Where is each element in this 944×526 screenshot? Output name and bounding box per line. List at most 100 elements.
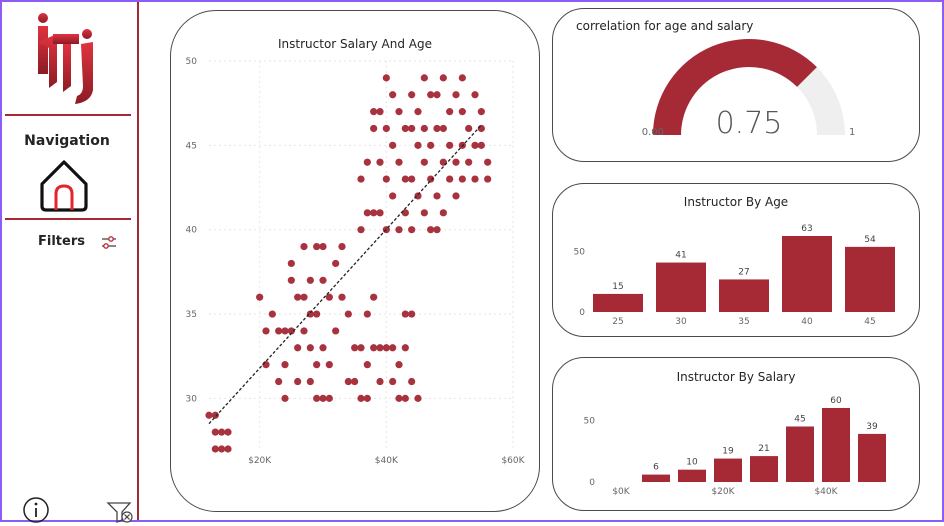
x-tick-label: 35 <box>738 317 749 327</box>
scatter-point <box>376 158 384 166</box>
scatter-point <box>414 141 422 149</box>
navigation-title: Navigation <box>24 133 110 149</box>
scatter-point <box>484 175 492 183</box>
data-label: 27 <box>738 267 749 277</box>
scatter-point <box>363 209 371 217</box>
scatter-point <box>370 344 378 352</box>
x-tick-label: 40 <box>801 317 813 327</box>
sidebar: Navigation Filters <box>2 2 139 523</box>
scatter-point <box>420 124 428 133</box>
bar <box>822 408 850 482</box>
bar <box>714 458 742 482</box>
salary-card[interactable]: Instructor By Salary 0 50 6 10 19 21 45 60 39 $0K… <box>552 357 920 511</box>
scatter-point <box>389 377 397 386</box>
y-tick-label: 30 <box>186 394 198 404</box>
scatter-point <box>306 276 314 284</box>
scatter-point <box>382 344 390 352</box>
scatter-point <box>401 209 409 217</box>
scatter-point <box>414 108 422 116</box>
data-label: 63 <box>801 224 812 234</box>
scatter-point <box>433 192 441 200</box>
scatter-point <box>389 141 397 149</box>
scatter-point <box>427 141 435 149</box>
x-tick-label: $60K <box>501 456 525 466</box>
divider-top <box>5 114 131 116</box>
y-tick-label: 50 <box>584 416 596 426</box>
bar <box>656 262 706 312</box>
scatter-point <box>294 293 302 301</box>
divider-bottom <box>5 218 131 220</box>
scatter-point <box>414 394 422 402</box>
scatter-point <box>205 411 213 419</box>
scatter-point <box>439 74 447 82</box>
scatter-point <box>408 226 416 234</box>
scatter-point <box>389 344 397 352</box>
scatter-point <box>224 445 232 453</box>
logo <box>38 13 93 104</box>
data-label: 19 <box>722 447 734 457</box>
scatter-point <box>325 293 333 301</box>
scatter-point <box>427 226 435 234</box>
scatter-point <box>357 394 365 402</box>
scatter-point <box>401 124 409 133</box>
gauge-card[interactable]: correlation for age and salary 0.75 0.00 1 <box>552 8 920 162</box>
scatter-point <box>370 108 378 116</box>
bar <box>786 426 814 482</box>
data-label: 54 <box>864 235 876 245</box>
scatter-point <box>452 158 460 166</box>
x-tick-label: $40K <box>814 487 838 497</box>
y-tick-label: 50 <box>574 248 586 258</box>
scatter-point <box>401 175 409 183</box>
bar <box>719 279 769 312</box>
scatter-point <box>319 344 327 352</box>
age-bar-chart: 0 50 15 25 41 30 27 35 63 40 54 45 <box>574 224 895 327</box>
scatter-point <box>477 108 485 116</box>
scatter-point <box>382 175 390 183</box>
scatter-point <box>344 310 352 318</box>
scatter-point <box>408 124 416 133</box>
filter-settings-icon[interactable] <box>100 234 118 252</box>
filters-label[interactable]: Filters <box>38 234 85 249</box>
salary-title: Instructor By Salary <box>676 370 796 384</box>
bar <box>678 469 706 482</box>
scatter-point <box>294 344 302 352</box>
scatter-point <box>433 91 441 99</box>
scatter-point <box>465 124 473 133</box>
salary-bar-chart: 0 50 6 10 19 21 45 60 39 $0K $20K $40K <box>584 396 886 497</box>
scatter-point <box>262 327 270 335</box>
scatter-point <box>465 158 473 166</box>
scatter-point <box>351 344 359 352</box>
scatter-point <box>294 377 302 386</box>
scatter-point <box>306 310 314 318</box>
scatter-point <box>313 310 321 318</box>
clear-filter-icon[interactable] <box>106 500 134 524</box>
y-tick-label: 45 <box>186 141 197 151</box>
gauge-chart: 0.75 0.00 1 <box>642 38 855 141</box>
scatter-point <box>300 327 308 335</box>
scatter-point <box>300 242 308 251</box>
bar <box>593 293 643 312</box>
age-card[interactable]: Instructor By Age 0 50 15 25 41 30 27 35 63 40 54 4… <box>552 183 920 337</box>
data-label: 21 <box>758 444 769 454</box>
scatter-card[interactable]: Instructor Salary And Age $20K $40K $60K 30… <box>170 10 540 512</box>
scatter-point <box>395 226 403 234</box>
scatter-point <box>306 344 314 352</box>
scatter-point <box>471 141 479 149</box>
home-icon[interactable] <box>38 158 90 214</box>
scatter-point <box>439 124 447 133</box>
scatter-point <box>458 108 466 116</box>
scatter-point <box>363 310 371 318</box>
age-title: Instructor By Age <box>683 195 789 209</box>
scatter-point <box>452 192 460 200</box>
x-tick-label: 45 <box>864 317 875 327</box>
scatter-point <box>332 259 340 268</box>
scatter-point <box>281 327 289 335</box>
scatter-point <box>389 192 397 200</box>
scatter-point <box>357 226 365 234</box>
y-tick-label: 0 <box>579 308 585 318</box>
scatter-point <box>218 428 226 436</box>
scatter-point <box>211 411 219 419</box>
scatter-point <box>313 242 321 251</box>
scatter-point <box>357 175 365 183</box>
